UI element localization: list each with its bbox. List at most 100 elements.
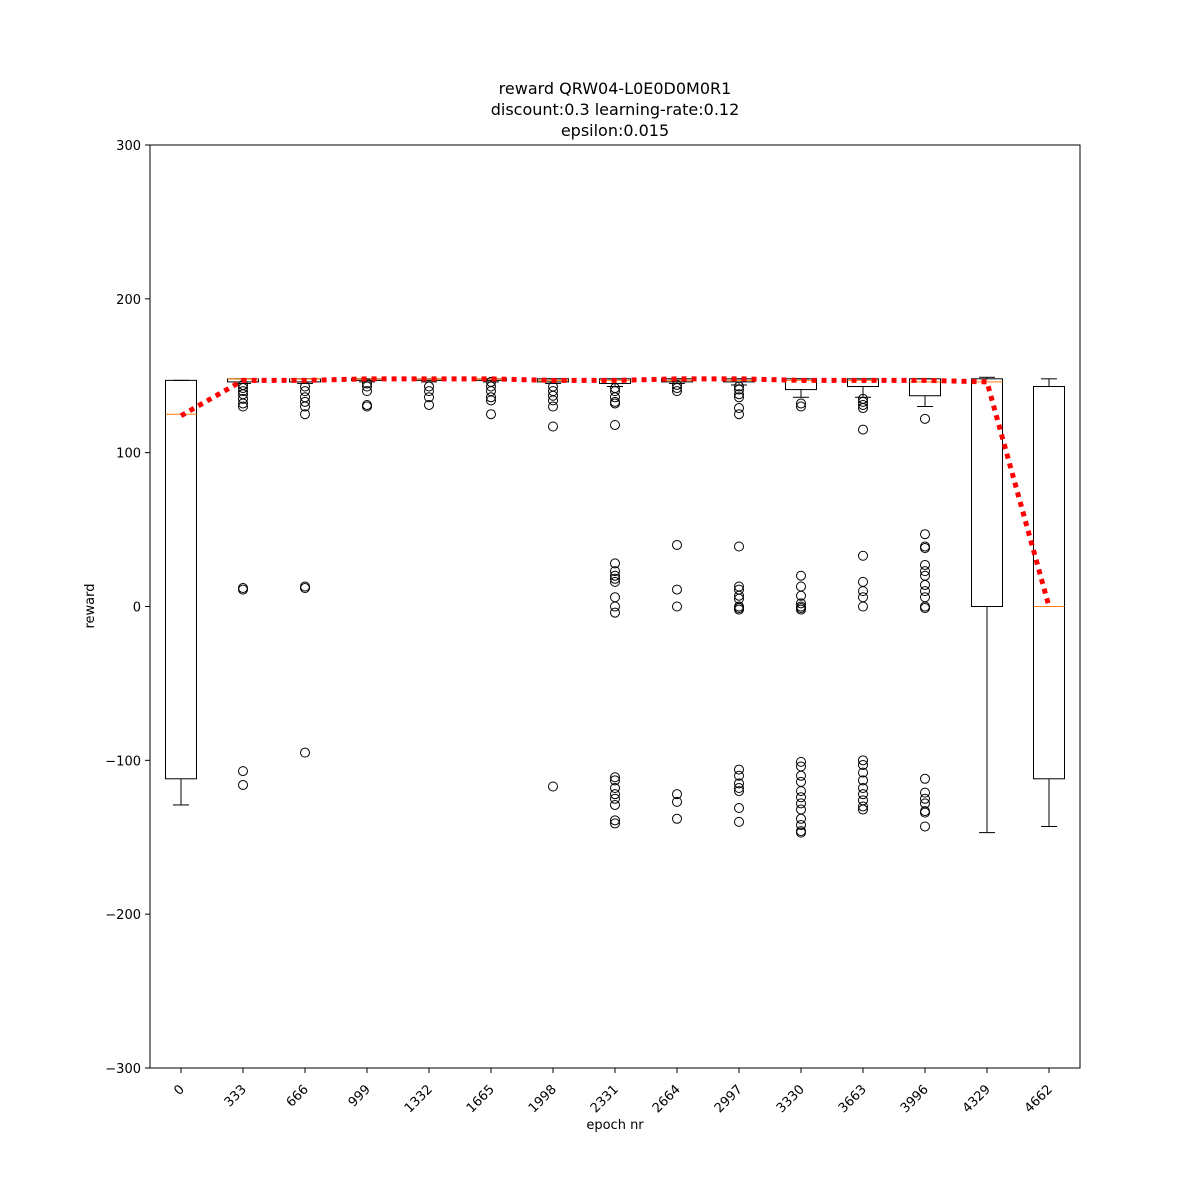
outlier (424, 399, 434, 410)
outlier (796, 792, 806, 803)
outlier (610, 573, 620, 584)
outlier (486, 376, 496, 387)
outlier (858, 789, 868, 800)
outlier (610, 566, 620, 577)
outlier (796, 813, 806, 824)
outlier (920, 543, 930, 554)
outlier (734, 541, 744, 552)
outlier (300, 392, 310, 403)
outlier (734, 590, 744, 601)
outlier (672, 379, 682, 390)
outlier (238, 779, 248, 790)
outlier (238, 386, 248, 397)
outlier (734, 604, 744, 615)
outlier (672, 813, 682, 824)
outlier (858, 601, 868, 612)
outlier (300, 396, 310, 407)
box (165, 379, 197, 780)
outlier (734, 403, 744, 414)
outlier (734, 786, 744, 797)
outlier (858, 393, 868, 404)
outlier (672, 383, 682, 394)
outlier (920, 773, 930, 784)
outlier (858, 775, 868, 786)
y-tick-label: 200 (116, 293, 141, 308)
outlier (610, 793, 620, 804)
outlier (858, 783, 868, 794)
outlier (920, 586, 930, 597)
outlier (300, 747, 310, 758)
y-tick-label: −200 (105, 908, 141, 923)
outlier (734, 816, 744, 827)
outlier (734, 778, 744, 789)
outlier (858, 396, 868, 407)
outlier (858, 804, 868, 815)
outlier (858, 399, 868, 410)
outlier (796, 604, 806, 615)
outlier (734, 384, 744, 395)
outlier (672, 584, 682, 595)
outlier (610, 799, 620, 810)
outlier (610, 815, 620, 826)
outlier (672, 601, 682, 612)
outlier (734, 389, 744, 400)
outlier (858, 424, 868, 435)
y-tick-label: −300 (105, 1062, 141, 1077)
chart-title: reward QRW04-L0E0D0M0R1 (499, 79, 732, 98)
outlier (796, 770, 806, 781)
outlier (920, 821, 930, 832)
y-tick-label: 300 (116, 139, 141, 154)
outlier (610, 570, 620, 581)
outlier (920, 413, 930, 424)
box (1033, 386, 1065, 780)
outlier (734, 783, 744, 794)
outlier (734, 381, 744, 392)
outlier (424, 381, 434, 392)
box (785, 378, 817, 391)
plot-frame (149, 144, 1081, 1069)
outlier (238, 393, 248, 404)
outlier (920, 559, 930, 570)
outlier (734, 770, 744, 781)
outlier (796, 756, 806, 767)
outlier (610, 576, 620, 587)
outlier (610, 607, 620, 618)
outlier (300, 386, 310, 397)
outlier (362, 378, 372, 389)
outlier (920, 787, 930, 798)
outlier (362, 381, 372, 392)
outlier (486, 392, 496, 403)
outlier (858, 767, 868, 778)
outlier (238, 383, 248, 394)
y-tick-label: 0 (133, 601, 141, 616)
outlier (238, 584, 248, 595)
outlier (610, 383, 620, 394)
outlier (796, 827, 806, 838)
chart-title: discount:0.3 learning-rate:0.12 (491, 100, 740, 119)
y-tick-label: −100 (105, 754, 141, 769)
outlier (858, 801, 868, 812)
outlier (362, 399, 372, 410)
outlier (672, 789, 682, 800)
outlier (548, 386, 558, 397)
box (971, 378, 1003, 607)
outlier (610, 789, 620, 800)
outlier (920, 603, 930, 614)
outlier (796, 398, 806, 409)
outlier (920, 793, 930, 804)
outlier (300, 583, 310, 594)
outlier (796, 798, 806, 809)
outlier (796, 570, 806, 581)
outlier (734, 803, 744, 814)
outlier (858, 586, 868, 597)
outlier (486, 409, 496, 420)
outlier (610, 419, 620, 430)
outlier (858, 759, 868, 770)
outlier (796, 590, 806, 601)
outlier (672, 796, 682, 807)
outlier (610, 396, 620, 407)
x-axis-label: epoch nr (586, 1118, 644, 1133)
